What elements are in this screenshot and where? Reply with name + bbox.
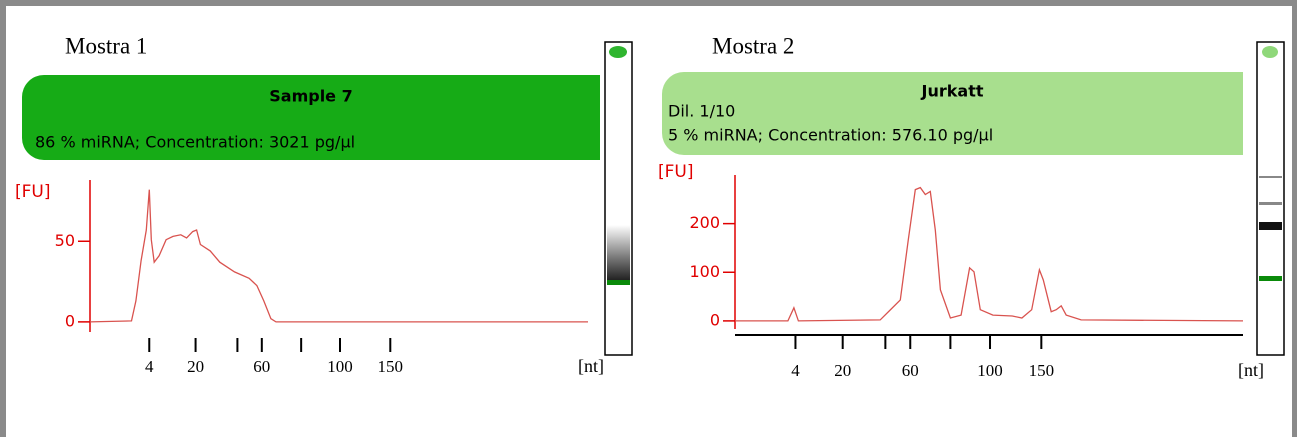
sample-label: Mostra 2 — [712, 33, 794, 58]
y-tick-label: 50 — [55, 231, 75, 250]
x-tick-label: 4 — [145, 357, 154, 376]
trace — [735, 188, 1243, 321]
frame-right — [1292, 0, 1297, 437]
x-tick-label: 100 — [327, 357, 353, 376]
annotation: 86 % miRNA; Concentration: 3021 pg/µl — [35, 133, 355, 152]
x-tick-label: 4 — [791, 361, 800, 380]
screenshot: Mostra 1 Sample 7 86 % miRNA; Concentratio… — [0, 0, 1297, 437]
y-tick-label: 0 — [710, 310, 720, 329]
y-tick-label: 0 — [65, 311, 75, 330]
sample-header — [1213, 72, 1243, 155]
y-axis-label: [FU] — [658, 162, 694, 182]
annotation: 5 % miRNA; Concentration: 576.10 pg/µl — [668, 126, 993, 145]
y-axis-label: [FU] — [15, 182, 51, 202]
x-tick-label: 60 — [253, 357, 270, 376]
y-tick-label: 200 — [689, 213, 720, 232]
gel-lane — [605, 42, 632, 355]
sample-label: Mostra 1 — [65, 33, 147, 58]
x-tick-label: 150 — [1029, 361, 1055, 380]
x-axis-label: [nt] — [578, 356, 604, 376]
x-tick-label: 20 — [187, 357, 204, 376]
x-tick-label: 60 — [902, 361, 919, 380]
sample-header — [570, 75, 600, 160]
trace — [90, 190, 588, 322]
page: {"chart_data": [ {"type": "line", "title… — [0, 0, 1297, 437]
x-tick-label: 100 — [977, 361, 1003, 380]
gel-lane — [1257, 42, 1284, 355]
sample-name: Sample 7 — [269, 87, 352, 106]
frame-top — [0, 0, 1297, 6]
x-tick-label: 20 — [834, 361, 851, 380]
sample-name: Jurkatt — [921, 82, 984, 101]
annotation: Dil. 1/10 — [668, 102, 735, 121]
x-axis-label: [nt] — [1238, 360, 1264, 380]
frame-left — [0, 0, 6, 437]
x-tick-label: 150 — [378, 357, 404, 376]
y-tick-label: 100 — [689, 262, 720, 281]
